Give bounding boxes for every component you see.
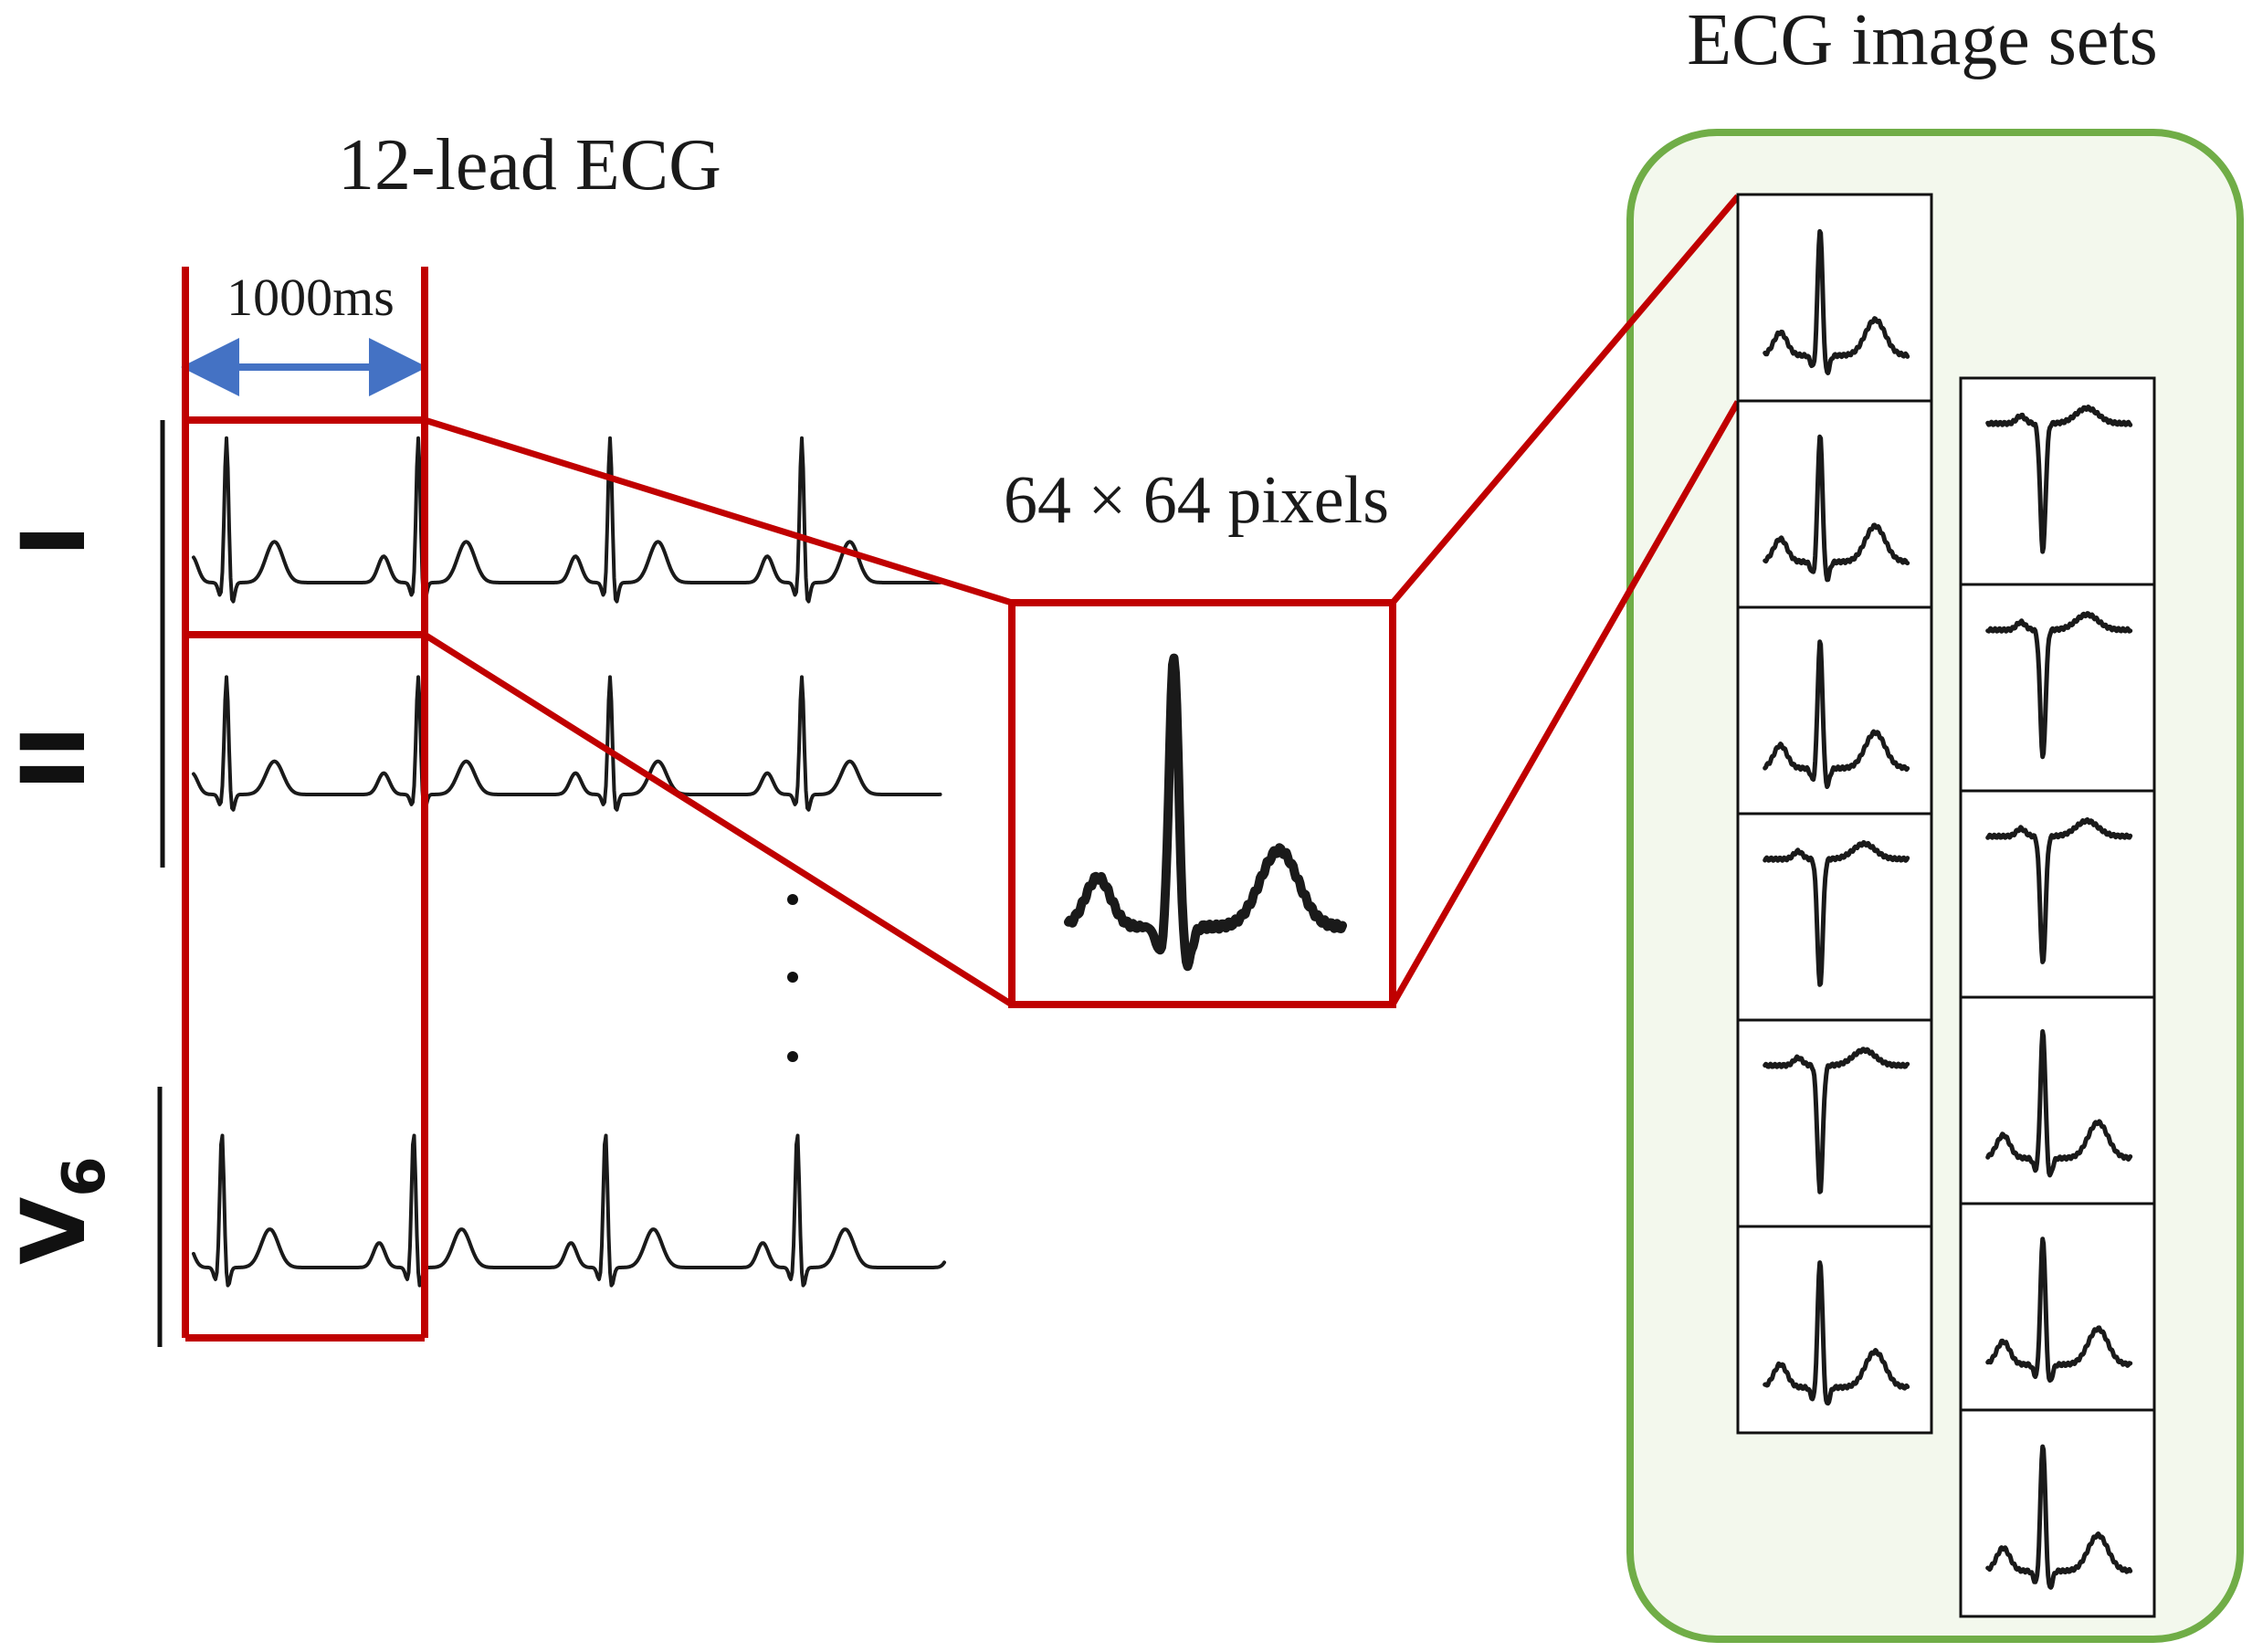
measure-label: 1000ms xyxy=(226,268,395,327)
ecg-trace-lead-I xyxy=(192,436,942,604)
enlarged-beat-trace xyxy=(1064,653,1347,972)
image-set-thumbnail xyxy=(1736,399,1933,609)
ellipsis-dot xyxy=(787,894,798,905)
image-set-thumbnail xyxy=(1736,1018,1933,1228)
image-set-thumbnail xyxy=(1959,1408,2156,1618)
image-set-thumbnail xyxy=(1959,1202,2156,1412)
thumbnail-frame xyxy=(1736,1225,1933,1435)
thumbnail-trace xyxy=(1763,228,1910,375)
thumbnail-frame xyxy=(1959,789,2156,999)
lead-label-II: II xyxy=(3,725,105,790)
thumbnail-frame xyxy=(1736,399,1933,609)
thumbnail-trace xyxy=(1985,1029,2133,1178)
image-set-column-1 xyxy=(1736,193,1933,1435)
left-title: 12-lead ECG xyxy=(338,125,721,205)
thumbnail-trace xyxy=(1763,839,1910,987)
lead-label-I: I xyxy=(3,524,105,557)
thumbnail-frame xyxy=(1959,583,2156,793)
thumbnail-trace xyxy=(1985,817,2133,964)
ecg-trace-lead-V6 xyxy=(192,1133,946,1288)
image-set-thumbnail xyxy=(1736,605,1933,815)
thumbnail-frame xyxy=(1736,605,1933,815)
image-set-thumbnail xyxy=(1959,789,2156,999)
ellipsis-dot xyxy=(787,972,798,983)
lead-label-V6-main: V xyxy=(3,1197,105,1265)
thumbnail-trace xyxy=(1985,405,2133,554)
thumbnail-trace xyxy=(1985,1444,2133,1590)
crop-window xyxy=(182,267,428,1342)
ecg-trace-lead-II xyxy=(192,675,942,812)
image-set-thumbnail xyxy=(1959,376,2156,586)
image-set-thumbnail xyxy=(1736,193,1933,403)
thumbnail-frame xyxy=(1959,1408,2156,1618)
ellipsis-dot xyxy=(787,1051,798,1062)
enlarged-beat-frame xyxy=(1008,599,1396,1008)
pixels-label: 64 × 64 pixels xyxy=(1004,463,1389,538)
thumbnail-frame xyxy=(1736,193,1933,403)
thumbnail-frame xyxy=(1959,376,2156,586)
image-set-column-2 xyxy=(1959,376,2156,1618)
lead-label-V6-sub: 6 xyxy=(51,1156,119,1197)
right-title: ECG image sets xyxy=(1687,0,2157,80)
thumbnail-frame xyxy=(1736,812,1933,1022)
thumbnail-trace xyxy=(1985,1236,2133,1384)
thumbnail-trace xyxy=(1763,639,1910,789)
zoom-projection-lines xyxy=(423,194,1742,1007)
image-set-thumbnail xyxy=(1736,1225,1933,1435)
thumbnail-frame xyxy=(1959,995,2156,1205)
thumbnail-frame xyxy=(1736,1018,1933,1228)
image-set-thumbnail xyxy=(1959,583,2156,793)
image-set-thumbnail xyxy=(1959,995,2156,1205)
thumbnail-trace xyxy=(1763,1047,1910,1194)
crop-beat-lead-I xyxy=(182,416,428,638)
thumbnail-trace xyxy=(1763,434,1910,583)
lead-label-V6: V6 xyxy=(3,1156,119,1265)
thumbnail-frame xyxy=(1959,1202,2156,1412)
thumbnail-trace xyxy=(1985,611,2133,760)
thumbnail-trace xyxy=(1763,1260,1910,1406)
image-set-thumbnail xyxy=(1736,812,1933,1022)
